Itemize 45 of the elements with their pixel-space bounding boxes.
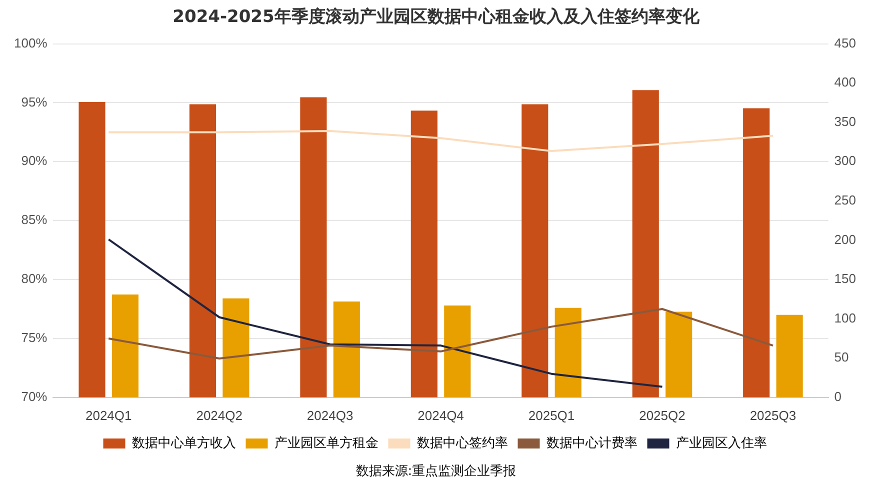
y-tick-label: 85%: [21, 212, 48, 228]
y-tick-label: 100%: [14, 35, 48, 50]
source-note: 数据来源:重点监测企业季报: [354, 463, 518, 480]
bar: [78, 102, 106, 398]
y-tick-label: 70%: [21, 388, 48, 404]
bar: [554, 308, 582, 398]
y2-tick-label: 450: [834, 35, 856, 50]
y2-tick-label: 250: [834, 192, 856, 208]
bar: [410, 110, 438, 398]
y-tick-label: 75%: [21, 330, 48, 346]
y-tick-label: 95%: [21, 94, 48, 110]
bar: [776, 314, 803, 398]
bar: [112, 294, 139, 398]
y-tick-label: 90%: [21, 153, 48, 168]
bar: [189, 104, 216, 398]
legend-label: 产业园区入住率: [676, 435, 767, 450]
x-tick-label: 2024Q1: [85, 408, 132, 423]
bar: [333, 302, 360, 398]
bar: [222, 298, 250, 398]
bar: [743, 108, 770, 398]
y-tick-label: 80%: [21, 271, 48, 286]
y2-tick-label: 300: [834, 153, 856, 168]
bar: [522, 104, 548, 398]
x-tick-label: 2024Q4: [418, 408, 464, 423]
chart-title: 2024-2025年季度滚动产业园区数据中心租金收入及入住签约率变化: [172, 6, 700, 29]
y2-tick-label: 0: [834, 388, 842, 404]
bar: [632, 90, 659, 398]
legend-label: 产业园区单方租金: [274, 435, 378, 450]
bar: [444, 305, 471, 398]
y2-tick-label: 350: [834, 114, 856, 129]
x-tick-label: 2024Q3: [306, 408, 354, 423]
y2-tick-label: 50: [834, 350, 849, 365]
legend-label: 数据中心签约率: [416, 435, 508, 450]
x-tick-label: 2025Q3: [750, 408, 796, 423]
y2-tick-label: 200: [834, 232, 856, 247]
y2-tick-label: 100: [834, 310, 856, 326]
y2-tick-label: 150: [834, 271, 856, 286]
x-tick-label: 2025Q2: [639, 408, 686, 423]
bar: [666, 312, 692, 398]
x-tick-label: 2024Q2: [196, 408, 242, 423]
bar: [300, 97, 327, 398]
legend-label: 数据中心计费率: [546, 435, 638, 450]
y2-tick-label: 400: [834, 74, 856, 90]
x-tick-label: 2025Q1: [528, 408, 575, 423]
legend-label: 数据中心单方收入: [132, 435, 236, 450]
